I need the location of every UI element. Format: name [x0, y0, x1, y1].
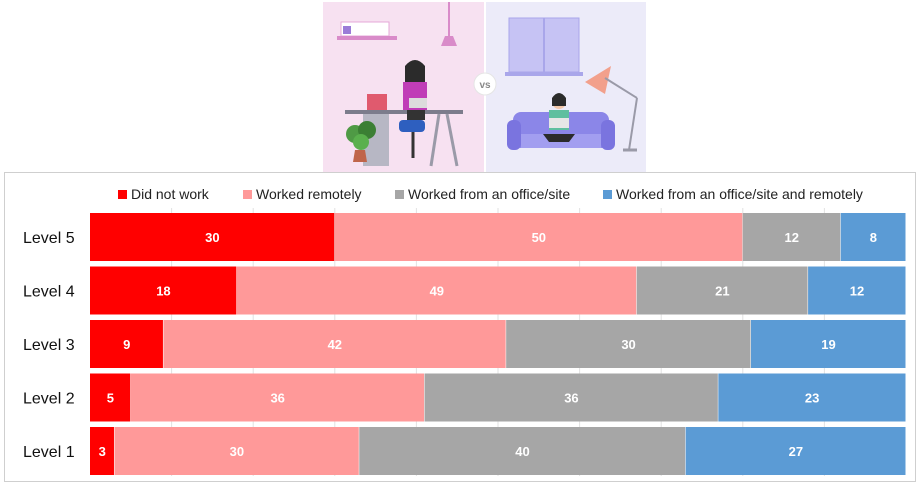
data-label: 30 [230, 444, 244, 459]
bar-segment [90, 266, 237, 315]
data-label: 12 [850, 284, 864, 299]
legend-swatch [603, 189, 612, 199]
vs-label: vs [479, 80, 491, 91]
bar-segment [114, 427, 359, 475]
bar-segment [90, 320, 163, 368]
home-sofa-illustration [486, 2, 646, 172]
data-label: 40 [515, 444, 529, 459]
header-illustration: vs [323, 2, 646, 172]
bar-segment [636, 266, 808, 315]
office-desk-illustration [323, 2, 484, 172]
bar-segment [359, 427, 686, 475]
data-label: 21 [715, 284, 729, 299]
category-label: Level 1 [23, 444, 75, 461]
bar-segment [236, 266, 637, 315]
legend: Did not work Worked remotely Worked from a… [0, 186, 920, 204]
data-label: 5 [107, 391, 114, 406]
bar-segment [742, 213, 841, 261]
bar-segment [130, 373, 425, 422]
bar-segment [808, 266, 906, 315]
legend-item: Worked from an office/site and remotely [603, 186, 863, 202]
data-label: 23 [805, 391, 819, 406]
bar-segment [840, 213, 906, 261]
legend-label: Worked from an office/site and remotely [616, 186, 863, 202]
category-label: Level 5 [23, 230, 75, 247]
bar-segment [334, 213, 743, 261]
data-label: 30 [205, 230, 219, 245]
legend-swatch [243, 189, 252, 199]
bar-segment [718, 373, 906, 422]
legend-label: Worked from an office/site [408, 186, 571, 202]
data-label: 9 [123, 337, 130, 352]
data-label: 3 [99, 444, 106, 459]
legend-item: Worked from an office/site [395, 186, 570, 202]
legend-item: Worked remotely [243, 186, 362, 202]
bar-segment [506, 320, 751, 368]
data-label: 30 [621, 337, 635, 352]
data-label: 36 [270, 391, 284, 406]
data-label: 49 [430, 284, 444, 299]
category-label: Level 3 [23, 337, 75, 354]
bar-segment [90, 373, 131, 422]
category-label: Level 4 [23, 284, 75, 301]
data-label: 8 [870, 230, 877, 245]
legend-label: Worked remotely [256, 186, 362, 202]
data-label: 36 [564, 391, 578, 406]
bar-segment [424, 373, 718, 422]
legend-swatch [395, 189, 404, 199]
bar-segment [750, 320, 906, 368]
bar-segment [90, 213, 335, 261]
bar-segment [90, 427, 114, 475]
category-label: Level 2 [23, 391, 75, 408]
data-label: 19 [821, 337, 835, 352]
data-label: 27 [789, 444, 803, 459]
data-label: 18 [156, 284, 170, 299]
data-label: 12 [785, 230, 799, 245]
bar-segment [685, 427, 906, 475]
legend-item: Did not work [118, 186, 209, 202]
data-label: 42 [328, 337, 342, 352]
legend-swatch [118, 189, 127, 199]
data-label: 50 [532, 230, 546, 245]
bar-segment [163, 320, 506, 368]
legend-label: Did not work [131, 186, 209, 202]
